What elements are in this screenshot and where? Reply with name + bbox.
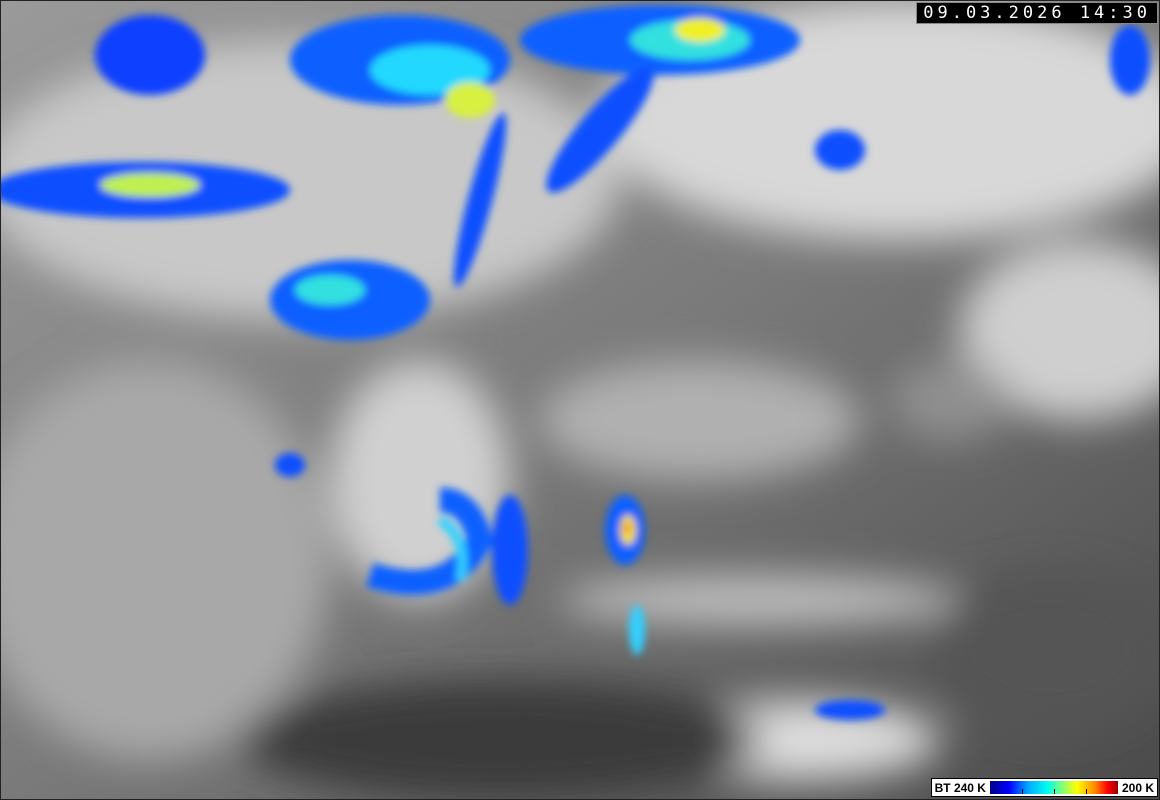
- colorbar: [989, 781, 1118, 794]
- colorbar-tick: [1053, 789, 1055, 794]
- colorbar-legend: BT 240 K 200 K: [930, 778, 1158, 797]
- cold-cloud-tops: [0, 5, 1150, 720]
- legend-right-label: 200 K: [1121, 780, 1154, 795]
- timestamp-label: 09.03.2026 14:30: [916, 2, 1158, 24]
- colorbar-tick: [1021, 789, 1023, 794]
- colorbar-tick: [1085, 789, 1087, 794]
- legend-left-label: BT 240 K: [934, 780, 986, 795]
